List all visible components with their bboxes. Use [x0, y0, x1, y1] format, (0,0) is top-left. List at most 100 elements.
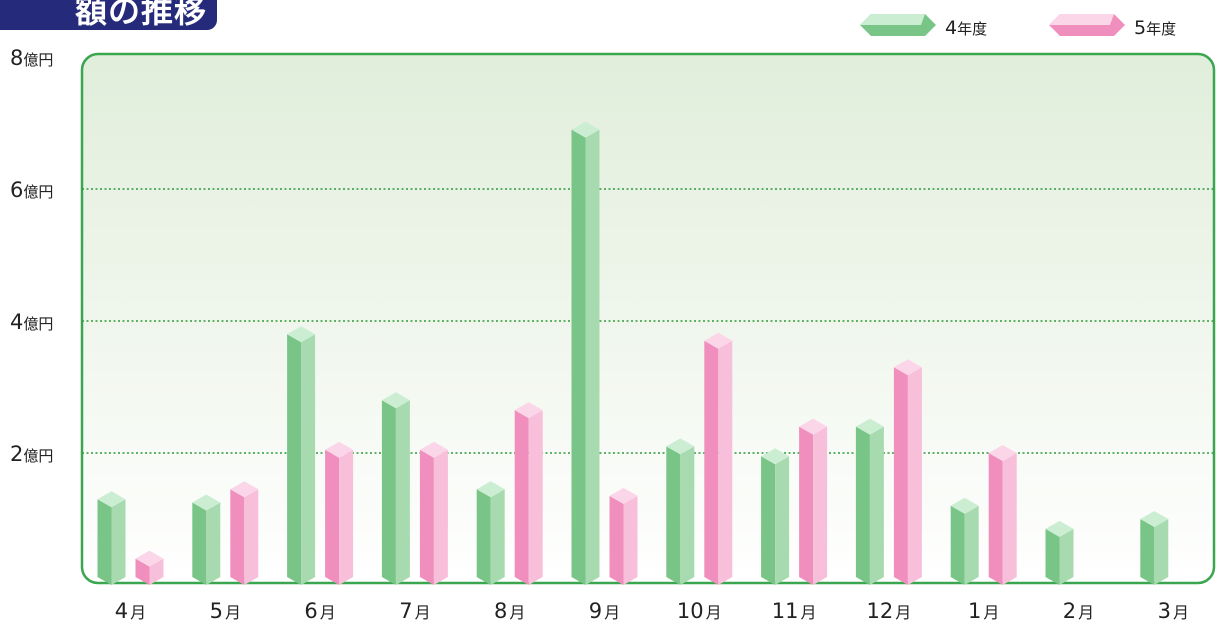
y-tick-label: 6億円 — [10, 178, 53, 202]
bar-side — [680, 446, 695, 585]
bar-face — [950, 505, 965, 585]
bar-series1-7月 — [381, 392, 410, 585]
bar-face — [988, 453, 1003, 585]
bar-face — [325, 449, 340, 585]
bar-side — [718, 340, 733, 585]
bar-side — [111, 499, 126, 585]
bar-face — [893, 367, 908, 585]
bar-top — [287, 326, 316, 343]
bar-series2-1月 — [988, 445, 1017, 585]
x-tick-number: 6 — [304, 599, 317, 623]
x-tick-number: 8 — [494, 599, 507, 623]
x-tick-number: 10 — [677, 599, 704, 623]
bar-top — [1045, 520, 1074, 537]
x-tick-unit: 月 — [604, 603, 620, 622]
y-tick-number: 4 — [10, 310, 23, 334]
bar-series2-6月 — [325, 441, 354, 585]
x-tick-label: 10 月 — [677, 599, 722, 623]
bar-side — [1059, 528, 1074, 585]
y-tick-label: 4億円 — [10, 310, 53, 334]
bar-top — [381, 392, 410, 409]
x-tick-number: 9 — [589, 599, 602, 623]
bar-series1-11月 — [761, 448, 790, 585]
bar-side — [623, 495, 638, 585]
y-tick-label: 8億円 — [10, 46, 53, 70]
bar-face — [476, 489, 491, 585]
bar-series2-12月 — [893, 359, 922, 585]
x-tick-unit: 月 — [130, 603, 146, 622]
bar-series1-4月 — [97, 491, 126, 585]
bar-top — [855, 418, 884, 435]
bar-face — [855, 426, 870, 585]
bar-top — [514, 402, 543, 419]
bar-series1-12月 — [855, 418, 884, 585]
legend-item-series1: 4年度 — [860, 14, 987, 39]
bar-face — [799, 426, 814, 585]
x-tick-unit: 月 — [509, 603, 525, 622]
bar-top — [1140, 511, 1169, 527]
x-tick-number: 5 — [210, 599, 223, 623]
chart-title-tab: 額の推移 — [0, 0, 217, 30]
bar-side — [528, 410, 543, 585]
bar-side — [585, 129, 600, 585]
x-tick-label: 11 月 — [772, 599, 817, 623]
legend-label: 5年度 — [1134, 17, 1176, 39]
bar-series2-4月 — [135, 550, 164, 585]
bar-face — [381, 400, 396, 585]
bar-top — [230, 481, 259, 498]
bar-top — [761, 448, 790, 465]
legend-label: 4年度 — [945, 17, 987, 39]
bar-series1-6月 — [287, 326, 316, 585]
bar-top — [893, 359, 922, 376]
bar-face — [135, 558, 150, 585]
bar-series2-5月 — [230, 481, 259, 585]
bar-top — [799, 418, 828, 435]
bar-top — [325, 441, 354, 458]
bar-face — [97, 499, 112, 585]
bar-series1-1月 — [950, 497, 979, 585]
bar-side — [395, 400, 410, 585]
bar-series1-5月 — [192, 494, 221, 585]
bar-face — [666, 446, 681, 585]
x-tick-number: 2 — [1063, 599, 1076, 623]
bar-face — [1045, 528, 1060, 585]
bar-face — [419, 449, 434, 585]
bar-top — [476, 481, 505, 498]
bar-side — [149, 558, 164, 585]
x-tick-unit: 月 — [983, 603, 999, 622]
bar-face — [761, 456, 776, 585]
bar-side — [206, 502, 221, 585]
x-tick-number: 4 — [115, 599, 128, 623]
legend-label-unit: 年度 — [957, 20, 987, 38]
bar-side — [301, 334, 316, 585]
bar-top — [192, 494, 221, 511]
legend-label-number: 4 — [945, 17, 957, 39]
bar-side — [339, 449, 354, 585]
bar-top — [419, 441, 448, 458]
x-tick-label: 12 月 — [867, 599, 912, 623]
x-tick-unit: 月 — [1173, 603, 1189, 622]
bar-series2-7月 — [419, 441, 448, 585]
bar-top — [571, 121, 600, 138]
bar-side — [1154, 519, 1169, 585]
bar-face — [704, 340, 719, 585]
x-tick-number: 12 — [867, 599, 894, 623]
x-tick-number: 11 — [772, 599, 799, 623]
x-tick-number: 3 — [1158, 599, 1171, 623]
bar-top — [609, 487, 638, 504]
legend-label-unit: 年度 — [1146, 20, 1176, 38]
y-tick-label: 2億円 — [10, 442, 53, 466]
bar-top — [988, 445, 1017, 461]
bar-series2-9月 — [609, 487, 638, 585]
x-tick-unit: 月 — [800, 603, 816, 622]
y-tick-number: 6 — [10, 178, 23, 202]
x-tick-unit: 月 — [225, 603, 241, 622]
y-tick-unit: 億円 — [23, 447, 53, 465]
